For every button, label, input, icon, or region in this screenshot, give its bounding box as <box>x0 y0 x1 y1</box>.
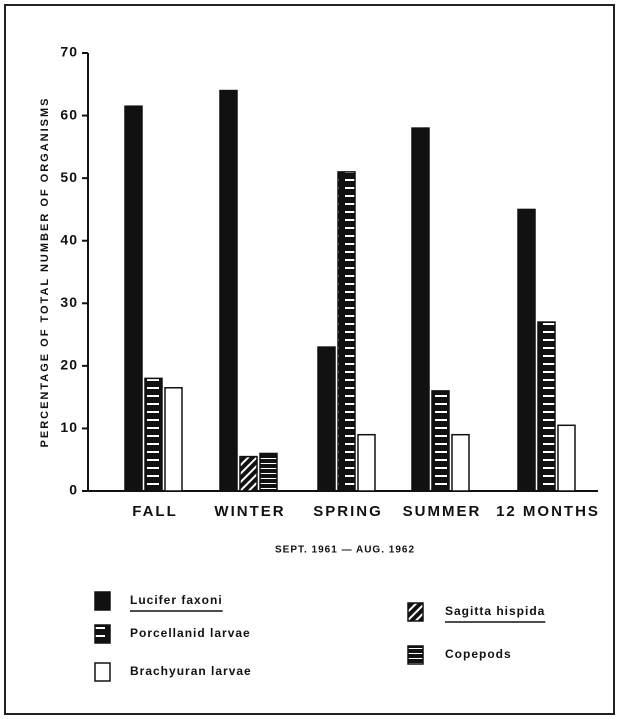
y-tick-label: 40 <box>60 231 78 247</box>
y-tick-label: 0 <box>69 482 78 498</box>
y-tick-label: 60 <box>60 106 78 122</box>
bar <box>144 377 163 492</box>
y-tick-label: 30 <box>60 294 78 310</box>
legend-swatch <box>94 624 111 644</box>
y-tick-label: 70 <box>60 44 78 60</box>
bar <box>557 424 576 492</box>
y-tick-label: 20 <box>60 357 78 373</box>
legend-swatch <box>94 662 111 682</box>
bar <box>219 89 238 492</box>
bar <box>411 127 430 492</box>
x-tick-label: SPRING <box>313 503 383 520</box>
x-tick-label: WINTER <box>214 503 285 520</box>
legend-label: Sagitta hispida <box>445 604 545 618</box>
bar <box>517 208 536 492</box>
legend-swatch <box>94 591 111 611</box>
frame <box>4 4 615 715</box>
bar <box>451 433 470 492</box>
legend-swatch <box>407 645 424 665</box>
legend-label: Brachyuran larvae <box>130 664 252 678</box>
y-axis-label: PERCENTAGE OF TOTAL NUMBER OF ORGANISMS <box>39 97 51 448</box>
bar <box>239 455 258 492</box>
bar <box>164 387 183 492</box>
bar <box>124 105 143 492</box>
x-axis-label: SEPT. 1961 — AUG. 1962 <box>275 545 415 556</box>
bar <box>357 433 376 492</box>
bar <box>431 390 450 492</box>
bar <box>537 321 556 492</box>
y-tick-label: 50 <box>60 169 78 185</box>
x-tick-label: 12 MONTHS <box>496 503 600 520</box>
legend-label: Lucifer faxoni <box>130 593 223 607</box>
bar <box>337 171 356 492</box>
y-tick-label: 10 <box>60 419 78 435</box>
legend-swatch <box>407 602 424 622</box>
bar <box>259 452 278 492</box>
legend-label: Copepods <box>445 647 512 661</box>
bar <box>317 346 336 492</box>
legend-label: Porcellanid larvae <box>130 626 251 640</box>
x-tick-label: FALL <box>132 503 178 520</box>
x-tick-label: SUMMER <box>403 503 482 520</box>
